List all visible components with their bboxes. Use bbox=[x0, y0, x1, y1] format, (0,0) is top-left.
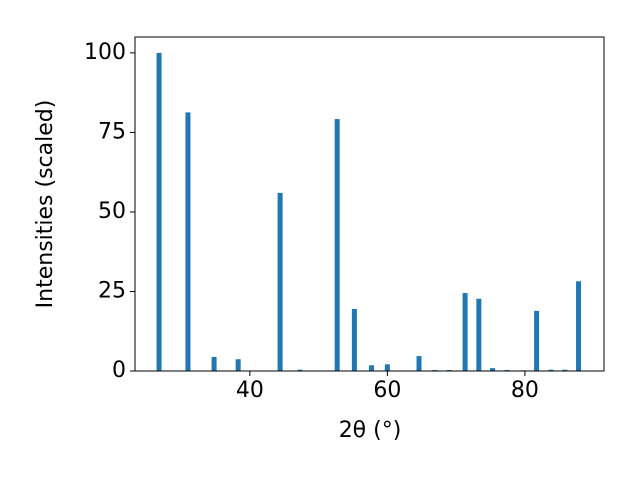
bar bbox=[416, 356, 422, 371]
bar bbox=[277, 192, 283, 371]
y-axis-label: Intensities (scaled) bbox=[33, 100, 58, 309]
bar bbox=[384, 364, 390, 371]
bar bbox=[490, 368, 496, 371]
x-axis-label: 2θ (°) bbox=[339, 418, 402, 443]
y-tick-label: 50 bbox=[98, 199, 126, 224]
x-tick-label: 80 bbox=[511, 378, 539, 403]
bar bbox=[185, 112, 191, 371]
y-tick-label: 25 bbox=[98, 278, 126, 303]
bar bbox=[476, 298, 482, 371]
y-tick-label: 0 bbox=[112, 358, 126, 383]
bar bbox=[548, 369, 554, 371]
bar bbox=[297, 369, 303, 371]
bar bbox=[156, 52, 162, 372]
y-tick-label: 100 bbox=[84, 40, 126, 65]
bar bbox=[334, 119, 340, 371]
y-tick-label: 75 bbox=[98, 119, 126, 144]
plot-frame bbox=[134, 36, 605, 372]
bar bbox=[211, 357, 217, 371]
bar bbox=[351, 308, 357, 371]
bar bbox=[562, 369, 568, 371]
bar bbox=[369, 365, 375, 371]
bar bbox=[462, 293, 468, 371]
x-tick-label: 60 bbox=[373, 378, 401, 403]
bar bbox=[576, 281, 582, 371]
bar bbox=[235, 359, 241, 371]
x-tick-label: 40 bbox=[236, 378, 264, 403]
bar bbox=[534, 310, 540, 371]
